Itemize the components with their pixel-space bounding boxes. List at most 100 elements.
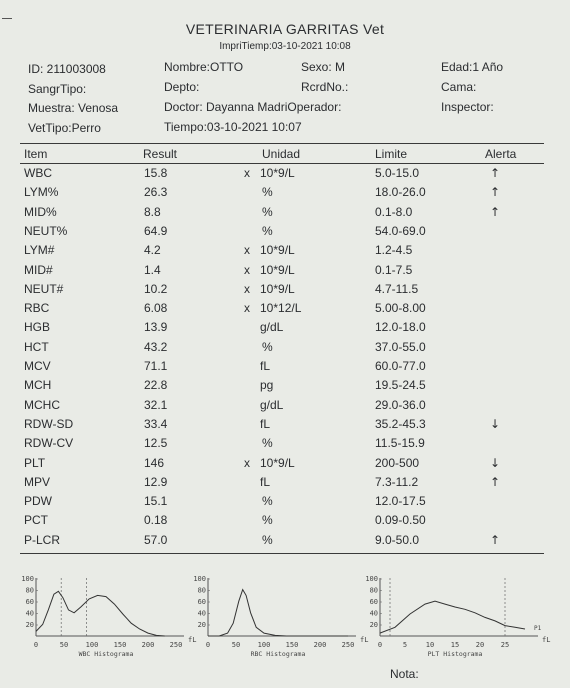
hist-y-tick-label: 20 — [198, 621, 206, 629]
row-alert-arrow: ↑ — [490, 166, 501, 180]
row-limit: 1.2-4.5 — [375, 243, 413, 258]
row-item: RDW-SD — [24, 416, 74, 431]
row-unit: % — [262, 436, 273, 451]
hist-curve — [208, 588, 348, 637]
hist-y-tick-label: 100 — [365, 575, 378, 583]
row-alert-arrow: ↓ — [490, 455, 501, 470]
row-unit: 10*9/L — [260, 262, 295, 277]
hist-x-tick-label: 15 — [451, 641, 459, 649]
row-limit: 12.0-18.0 — [375, 320, 426, 335]
row-limit: 200-500 — [375, 455, 420, 470]
patient-sex: Sexo: M — [301, 60, 346, 74]
row-result: 32.1 — [144, 397, 168, 412]
row-item: MCHC — [24, 397, 60, 412]
table-bottom-rule — [20, 553, 544, 554]
header-result: Result — [143, 147, 178, 161]
row-limit: 7.3-11.2 — [375, 474, 419, 489]
header-item: Item — [24, 147, 48, 161]
row-item: MID% — [24, 204, 57, 219]
hist-x-tick-label: 150 — [286, 641, 299, 649]
row-limit: 5.0-15.0 — [375, 166, 420, 180]
hist-x-tick-label: 100 — [86, 641, 99, 649]
hist-curve — [35, 590, 165, 637]
row-limit: 0.1-8.0 — [375, 204, 413, 219]
row-multiplier: x — [244, 301, 250, 316]
row-unit: % — [262, 532, 273, 547]
header-limit: Limite — [375, 147, 408, 161]
hist-x-tick-label: 150 — [114, 641, 127, 649]
row-unit: fL — [260, 416, 271, 431]
sample-time: Tiempo:03-10-2021 10:07 — [164, 120, 302, 134]
hist-x-tick-label: 10 — [426, 641, 434, 649]
row-unit: g/dL — [260, 397, 284, 412]
row-unit: fL — [260, 474, 271, 489]
row-unit: % — [262, 513, 273, 528]
row-result: 26.3 — [144, 185, 168, 200]
department: Depto: — [164, 80, 200, 94]
hist-title: RBC Histograma — [251, 650, 306, 658]
row-item: MID# — [24, 262, 53, 277]
blood-type: SangrTipo: — [28, 82, 87, 96]
animal-type: VetTipo:Perro — [28, 121, 101, 135]
hist-x-tick-label: 20 — [476, 641, 484, 649]
row-item: PDW — [24, 494, 52, 509]
row-unit: 10*9/L — [260, 243, 295, 258]
row-unit: 10*9/L — [260, 281, 295, 296]
row-result: 0.18 — [144, 513, 168, 528]
row-unit: fL — [260, 359, 271, 373]
hist-x-tick-label: 250 — [170, 641, 183, 649]
row-alert-arrow: ↓ — [490, 416, 501, 431]
row-result: 8.8 — [144, 204, 161, 219]
row-result: 12.9 — [144, 474, 168, 489]
hist-x-tick-label: 0 — [34, 641, 38, 649]
row-limit: 54.0-69.0 — [375, 223, 426, 238]
hist-x-tick-label: 100 — [258, 641, 271, 649]
hist-y-tick-label: 100 — [21, 575, 34, 583]
hist-x-tick-label: 200 — [314, 641, 327, 649]
hist-x-tick-label: 200 — [142, 641, 155, 649]
hist-title: PLT Histograma — [428, 650, 483, 658]
hist-y-tick-label: 80 — [370, 587, 378, 595]
hist-x-tick-label: 0 — [378, 641, 382, 649]
sample-type: Muestra: Venosa — [28, 101, 119, 115]
hist-y-tick-label: 40 — [370, 610, 378, 618]
row-item: LYM# — [24, 243, 55, 258]
row-unit: % — [262, 494, 273, 509]
patient-name: Nombre:OTTO — [164, 60, 244, 74]
row-limit: 35.2-45.3 — [375, 416, 426, 431]
hist-x-tick-label: 250 — [342, 641, 355, 649]
row-result: 6.08 — [144, 301, 168, 316]
row-result: 64.9 — [144, 223, 168, 238]
row-alert-arrow: ↑ — [490, 474, 501, 489]
row-limit: 18.0-26.0 — [375, 185, 426, 200]
row-limit: 5.00-8.00 — [375, 301, 426, 316]
row-result: 146 — [144, 455, 165, 470]
histogram-plt: 100 80 60 40 20 0 5 10 15 20 25 fL P1 PLT Histograma — [362, 574, 552, 666]
row-item: MCV — [24, 359, 51, 373]
hist-curve — [379, 600, 526, 634]
row-limit: 60.0-77.0 — [375, 359, 426, 373]
row-limit: 11.5-15.9 — [375, 436, 425, 451]
row-multiplier: x — [244, 166, 250, 180]
row-limit: 37.0-55.0 — [375, 339, 426, 354]
bed: Cama: — [441, 80, 477, 94]
row-item: PLT — [24, 455, 46, 470]
header-alert: Alerta — [485, 147, 517, 161]
hist-y-tick-label: 40 — [26, 610, 34, 618]
patient-age: Edad:1 Año — [441, 60, 504, 74]
row-limit: 9.0-50.0 — [375, 532, 420, 547]
row-unit: 10*9/L — [260, 455, 295, 470]
row-alert-arrow: ↑ — [490, 185, 501, 200]
hist-y-tick-label: 20 — [26, 621, 34, 629]
hist-side-label: P1 — [534, 625, 542, 632]
table-header-rule — [20, 163, 544, 164]
corner-mark — [2, 18, 12, 19]
row-item: PCT — [24, 513, 48, 528]
row-unit: g/dL — [260, 320, 284, 335]
row-unit: 10*12/L — [260, 301, 302, 316]
hist-y-tick-label: 60 — [198, 598, 206, 606]
hist-x-tick-label: 50 — [232, 641, 240, 649]
row-item: RBC — [24, 301, 50, 316]
